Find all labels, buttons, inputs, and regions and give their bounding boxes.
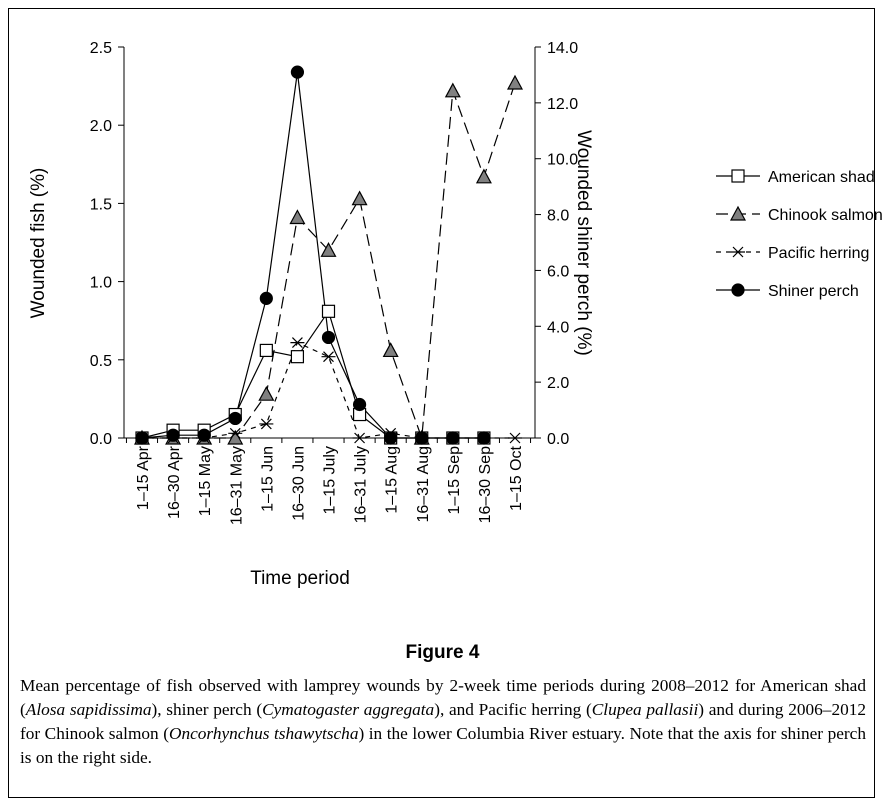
y2-tick-label: 10.0 bbox=[547, 152, 578, 169]
marker bbox=[731, 246, 745, 258]
caption-text: ) in the lower Columbia River estuary. N… bbox=[20, 724, 866, 767]
marker bbox=[731, 283, 745, 297]
y2-tick-label: 12.0 bbox=[547, 96, 578, 113]
figure-label: Figure 4 bbox=[405, 642, 480, 663]
marker bbox=[475, 168, 492, 184]
legend-label: American shad bbox=[768, 169, 875, 186]
marker bbox=[259, 291, 273, 305]
marker bbox=[259, 343, 273, 358]
y2-tick-label: 8.0 bbox=[547, 208, 569, 225]
y2-tick-label: 4.0 bbox=[547, 319, 569, 336]
y-tick-label: 1.0 bbox=[90, 275, 112, 292]
marker bbox=[228, 411, 242, 426]
marker bbox=[352, 432, 367, 444]
caption-text: Clupea pallasii bbox=[591, 700, 699, 719]
marker bbox=[508, 432, 522, 444]
x-tick-label: 16–30 Sep bbox=[477, 446, 494, 524]
x-tick-label: 16–31 Aug bbox=[415, 446, 432, 523]
marker bbox=[384, 431, 398, 445]
marker bbox=[729, 205, 747, 221]
marker bbox=[321, 351, 336, 363]
x-tick-label: 16–31 May bbox=[228, 446, 245, 525]
x-tick-label: 1–15 Apr bbox=[135, 445, 152, 510]
marker bbox=[166, 428, 180, 442]
x-tick-label: 1–15 Aug bbox=[384, 446, 401, 514]
x-tick-label: 1–15 May bbox=[197, 446, 214, 516]
y2-tick-label: 14.0 bbox=[547, 40, 578, 57]
caption-text: Mean percentage of fish observed with la… bbox=[20, 676, 866, 719]
marker bbox=[290, 337, 305, 349]
y-tick-label: 2.0 bbox=[90, 118, 112, 135]
marker bbox=[258, 385, 275, 401]
y-axis-title: Wounded fish (%) bbox=[28, 168, 49, 319]
caption-text: ), and Pacific herring ( bbox=[434, 700, 592, 719]
caption-text: Alosa sapidissima bbox=[25, 700, 152, 719]
marker bbox=[444, 82, 461, 98]
legend-label: Shiner perch bbox=[768, 283, 859, 300]
marker bbox=[290, 65, 305, 79]
marker bbox=[477, 431, 491, 445]
caption-text: Cymatogaster aggregata bbox=[262, 700, 435, 719]
marker bbox=[446, 431, 460, 445]
y-tick-label: 1.5 bbox=[90, 196, 112, 213]
marker bbox=[135, 431, 149, 445]
marker bbox=[351, 190, 368, 206]
y2-tick-label: 2.0 bbox=[547, 375, 569, 392]
y2-tick-label: 6.0 bbox=[547, 263, 569, 280]
marker bbox=[228, 427, 243, 439]
chart: Time period Wounded fish (%) Wounded shi… bbox=[28, 40, 883, 589]
series-line bbox=[141, 72, 484, 439]
x-tick-label: 1–15 Jun bbox=[259, 446, 276, 512]
x-tick-label: 16–31 July bbox=[353, 446, 370, 523]
x-axis-title: Time period bbox=[250, 568, 350, 589]
y-tick-label: 2.5 bbox=[90, 40, 112, 57]
figure-frame bbox=[8, 8, 875, 798]
x-tick-label: 1–15 July bbox=[322, 446, 339, 515]
x-tick-label: 16–30 Jun bbox=[290, 446, 307, 521]
y-tick-label: 0.0 bbox=[90, 431, 112, 448]
caption: Mean percentage of fish observed with la… bbox=[20, 674, 866, 770]
caption-text: ), shiner perch ( bbox=[151, 700, 263, 719]
marker bbox=[289, 209, 306, 225]
y2-tick-label: 0.0 bbox=[547, 431, 569, 448]
marker bbox=[320, 242, 337, 257]
y-tick-label: 0.5 bbox=[90, 353, 112, 370]
marker bbox=[506, 74, 524, 90]
marker bbox=[352, 397, 367, 412]
marker bbox=[290, 350, 305, 364]
marker bbox=[382, 342, 399, 358]
marker bbox=[731, 169, 745, 183]
marker bbox=[259, 418, 274, 430]
series-line bbox=[141, 309, 484, 439]
marker bbox=[321, 304, 336, 318]
x-tick-label: 16–30 Apr bbox=[166, 445, 183, 519]
marker bbox=[197, 428, 211, 442]
series-line bbox=[142, 82, 516, 439]
caption-text: ) and during 2006–2012 for Chinook salmo… bbox=[20, 700, 867, 743]
x-tick-label: 1–15 Oct bbox=[508, 445, 525, 510]
marker bbox=[415, 431, 429, 445]
y2-axis-title: Wounded shiner perch (%) bbox=[573, 130, 594, 356]
marker bbox=[321, 330, 336, 345]
caption-text: Oncorhynchus tshawytscha bbox=[168, 724, 359, 743]
legend-label: Chinook salmon bbox=[768, 207, 883, 224]
x-tick-label: 1–15 Sep bbox=[446, 446, 463, 515]
legend-label: Pacific herring bbox=[768, 245, 869, 262]
